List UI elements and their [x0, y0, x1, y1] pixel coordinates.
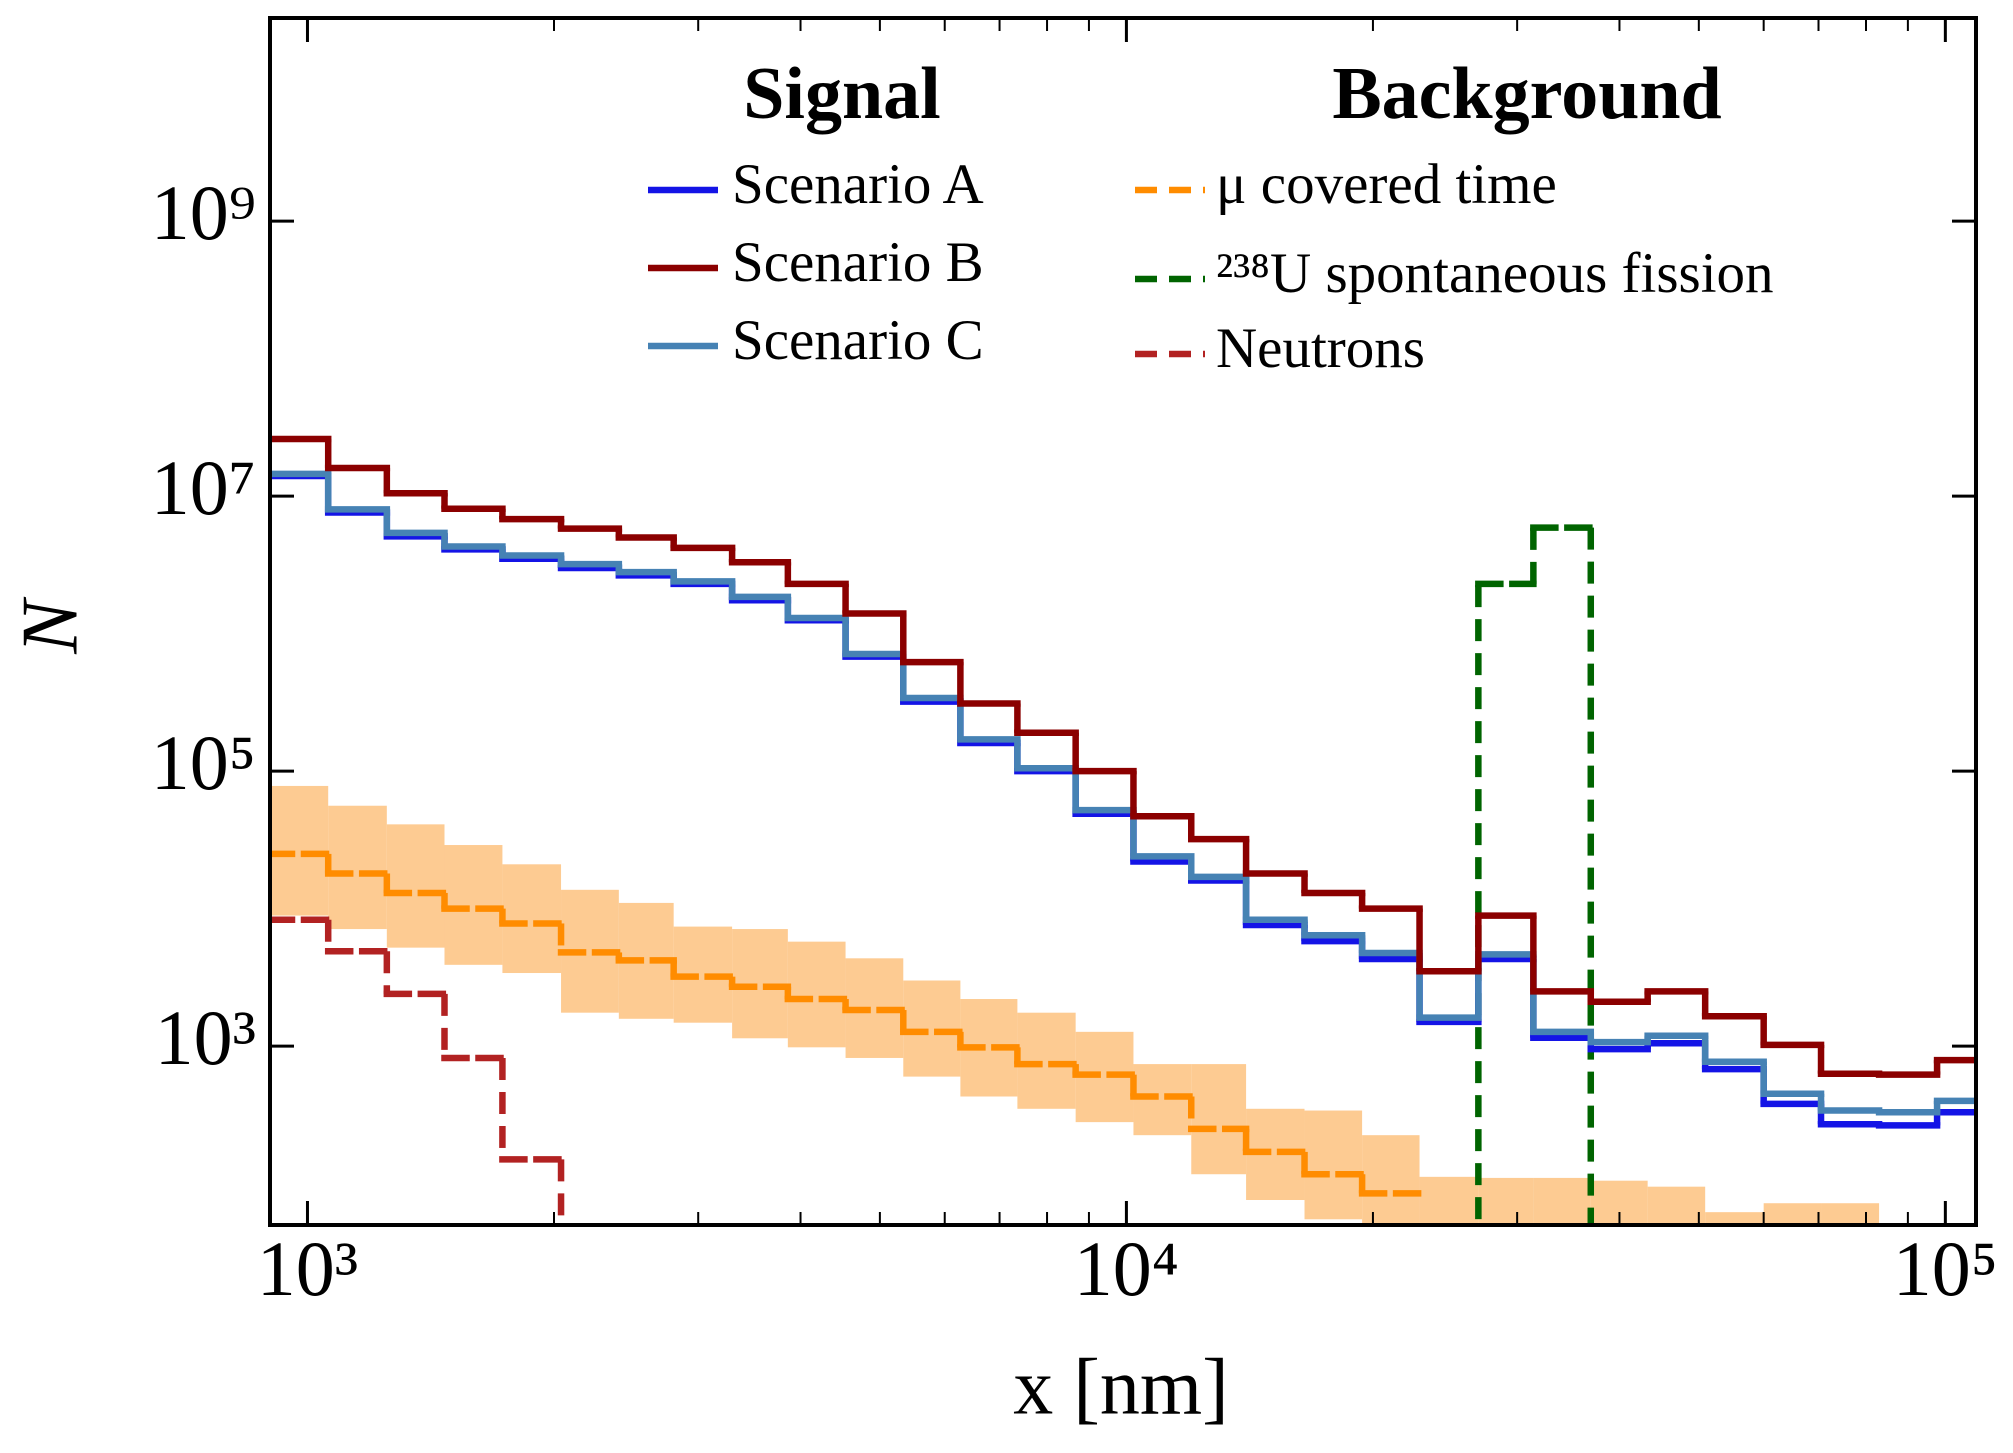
- legend-label: Scenario B: [732, 231, 984, 294]
- uncertainty-band: [1478, 1177, 1534, 1225]
- uncertainty-band: [787, 941, 846, 1048]
- uncertainty-band: [903, 980, 961, 1077]
- uncertainty-band: [1763, 1203, 1822, 1225]
- uncertainty-band: [386, 824, 445, 948]
- uncertainty-band: [328, 805, 387, 930]
- uncertainty-band: [1191, 1064, 1247, 1175]
- legend-label: ²³⁸U spontaneous fission: [1216, 242, 1774, 305]
- uncertainty-band: [1821, 1203, 1880, 1225]
- uncertainty-band: [1647, 1186, 1706, 1225]
- x-tick-label: 10⁵: [1893, 1225, 1998, 1312]
- legend-title: Signal: [743, 53, 940, 135]
- uncertainty-band: [1705, 1212, 1764, 1225]
- x-tick-label: 10³: [257, 1225, 358, 1312]
- legend-label: Scenario C: [732, 309, 984, 372]
- legend-title: Background: [1332, 53, 1721, 135]
- uncertainty-band: [502, 864, 562, 974]
- x-axis-label: x [nm]: [1013, 1343, 1229, 1431]
- uncertainty-band: [444, 845, 503, 965]
- x-tick-label: 10⁴: [1074, 1225, 1179, 1312]
- y-tick-label: 10⁵: [151, 719, 256, 806]
- legend-label: Scenario A: [732, 153, 984, 216]
- y-tick-label: 10⁷: [151, 444, 256, 531]
- uncertainty-band: [1533, 1177, 1591, 1225]
- y-axis-label: N: [6, 596, 94, 655]
- legend-label: μ covered time: [1216, 153, 1557, 216]
- y-tick-label: 10⁹: [151, 169, 256, 256]
- uncertainty-band: [1304, 1110, 1363, 1220]
- plot-frame: [268, 16, 1978, 1227]
- uncertainty-band: [1419, 1176, 1479, 1225]
- y-tick-label: 10³: [155, 994, 256, 1081]
- plot-area: [270, 435, 1976, 1225]
- legend-label: Neutrons: [1216, 317, 1425, 380]
- uncertainty-band: [1362, 1135, 1420, 1225]
- uncertainty-band: [1017, 1012, 1076, 1109]
